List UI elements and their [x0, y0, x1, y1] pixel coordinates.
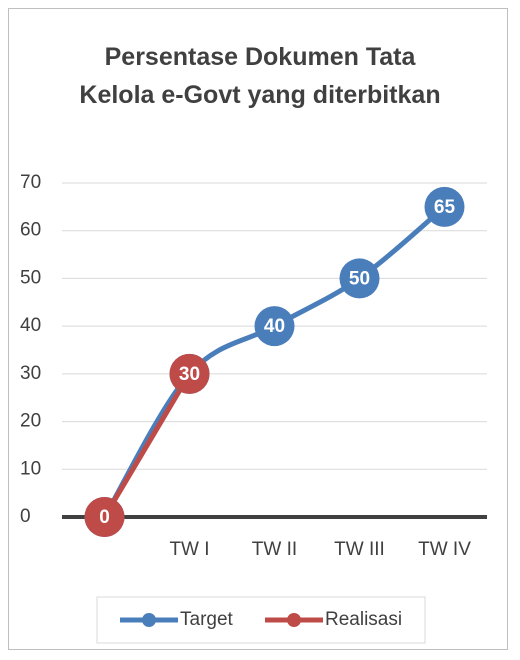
chart-title: Persentase Dokumen Tata Kelola e-Govt ya… — [79, 43, 441, 109]
x-tick-label: TW I — [169, 539, 209, 560]
y-tick-label: 30 — [20, 363, 41, 384]
y-tick-label: 20 — [20, 411, 41, 432]
y-tick-label: 50 — [20, 267, 41, 288]
x-tick-label: TW IV — [418, 539, 471, 560]
data-label: 50 — [349, 268, 370, 289]
y-tick-label: 60 — [20, 220, 41, 241]
y-tick-label: 40 — [20, 315, 41, 336]
series-line — [102, 204, 447, 520]
legend-label: Realisasi — [325, 609, 402, 630]
data-label: 30 — [179, 364, 200, 385]
series-line — [102, 371, 192, 520]
chart-frame — [8, 8, 508, 650]
legend-marker — [142, 613, 156, 627]
y-tick-label: 70 — [20, 172, 41, 193]
data-point — [84, 497, 125, 537]
data-label: 0 — [99, 507, 110, 528]
x-tick-label: TW II — [252, 539, 297, 560]
data-point — [339, 258, 380, 299]
y-tick-label: 0 — [20, 506, 31, 527]
data-point — [169, 353, 210, 394]
legend-marker — [287, 613, 301, 627]
data-label: 65 — [434, 197, 456, 218]
data-point — [424, 186, 465, 227]
data-point — [254, 306, 295, 347]
legend-label: Target — [180, 609, 234, 630]
data-label: 40 — [264, 316, 285, 337]
y-tick-label: 10 — [20, 458, 41, 479]
x-tick-label: TW III — [334, 539, 385, 560]
